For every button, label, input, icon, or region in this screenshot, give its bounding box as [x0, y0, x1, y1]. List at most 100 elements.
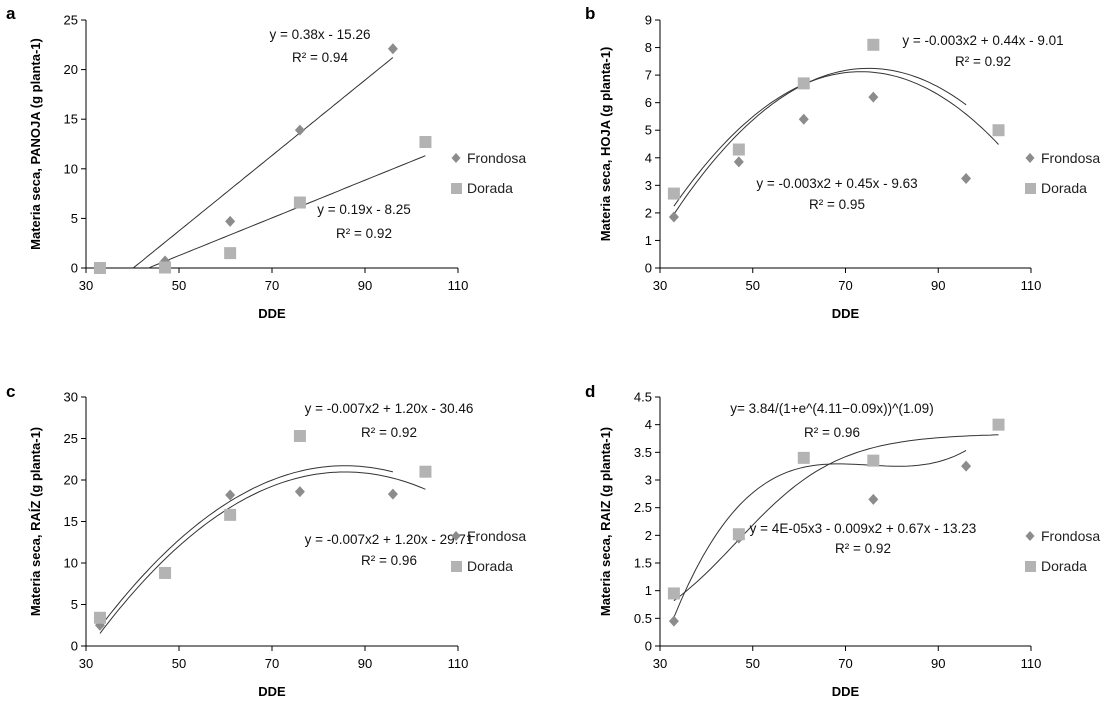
- y-tick-label: 5: [645, 123, 652, 138]
- x-tick-label: 30: [79, 656, 93, 671]
- x-tick-label: 50: [172, 656, 186, 671]
- data-point-dorada: [867, 38, 880, 51]
- trendline-r-squared: R² = 0.92: [336, 226, 392, 241]
- y-tick-label: 9: [645, 13, 652, 28]
- y-tick-label: 0: [71, 261, 78, 276]
- y-tick-label: 10: [64, 556, 78, 571]
- trendline-equation: y = -0.007x2 + 1.20x - 30.46: [305, 401, 474, 416]
- data-point-frondosa: [668, 211, 679, 223]
- trendline-2: [99, 465, 394, 628]
- y-tick-label: 0: [71, 639, 78, 654]
- x-tick-label: 50: [746, 278, 760, 293]
- x-axis-label: DDE: [832, 306, 860, 321]
- data-point-dorada: [293, 430, 306, 443]
- y-tick-label: 7: [645, 68, 652, 83]
- data-point-dorada: [224, 508, 237, 521]
- data-point-dorada: [224, 247, 237, 260]
- trendline-1: [673, 71, 999, 207]
- legend-marker-dorada: [1025, 183, 1036, 194]
- x-tick-label: 70: [265, 278, 279, 293]
- trendline-2: [673, 67, 967, 215]
- x-tick-label: 90: [931, 656, 945, 671]
- y-tick-label: 20: [64, 62, 78, 77]
- panel-b: b 0 1 2 3 4 5 6 7 8 9 30 50 70 90 110 DDE Materia seca, H…: [585, 4, 1100, 321]
- x-tick-label: 30: [653, 656, 667, 671]
- trendline-2: [148, 155, 426, 269]
- legend-label-dorada: Dorada: [1041, 558, 1087, 574]
- y-tick-label: 15: [64, 112, 78, 127]
- legend-marker-frondosa: [451, 531, 461, 541]
- legend-marker-dorada: [451, 183, 462, 194]
- data-point-dorada: [93, 262, 106, 274]
- trendline-r-squared: R² = 0.94: [292, 50, 348, 65]
- data-point-frondosa: [225, 215, 236, 227]
- legend-marker-frondosa: [451, 153, 461, 163]
- data-point-dorada: [667, 587, 680, 600]
- x-axis-label: DDE: [258, 684, 286, 699]
- trendline-equation: y= 3.84/(1+e^(4.11−0.09x))^(1.09): [730, 401, 933, 416]
- data-point-frondosa: [294, 124, 305, 136]
- data-point-frondosa: [868, 91, 879, 103]
- trendline-1: [673, 434, 999, 602]
- y-tick-label: 25: [64, 431, 78, 446]
- legend-marker-frondosa: [1025, 531, 1035, 541]
- data-point-dorada: [992, 124, 1005, 137]
- legend-label-frondosa: Frondosa: [1041, 528, 1100, 544]
- data-point-dorada: [797, 77, 810, 90]
- y-axis-label: Materia seca, PANOJA (g planta-1): [28, 38, 43, 250]
- y-tick-label: 3: [645, 178, 652, 193]
- panel-letter: c: [6, 382, 15, 401]
- data-point-dorada: [419, 465, 432, 478]
- x-tick-label: 110: [1021, 278, 1042, 293]
- data-point-dorada: [419, 136, 432, 149]
- trendline-1: [133, 57, 394, 269]
- legend-label-dorada: Dorada: [1041, 180, 1087, 196]
- y-axis-label: Materia seca, RAÍZ (g planta-1): [28, 427, 43, 616]
- y-tick-label: 10: [64, 161, 78, 176]
- x-tick-label: 50: [746, 656, 760, 671]
- data-point-dorada: [667, 187, 680, 200]
- trendline-equation: y = -0.007x2 + 1.20x - 29.71: [305, 532, 474, 547]
- trendline-r-squared: R² = 0.92: [835, 541, 891, 556]
- x-tick-label: 70: [838, 278, 852, 293]
- y-tick-label: 5: [71, 211, 78, 226]
- data-point-frondosa: [798, 113, 809, 125]
- panel-c: c 0 5 10 15 20 25 30 30 50 70 90 110 DDE Materia seca,…: [6, 382, 526, 699]
- data-point-dorada: [992, 418, 1005, 431]
- y-tick-label: 15: [64, 514, 78, 529]
- data-point-dorada: [93, 611, 106, 624]
- x-axis-label: DDE: [258, 306, 286, 321]
- y-tick-label: 4: [645, 417, 652, 432]
- y-axis-label: Materia seca, RAIZ (g planta-1): [598, 427, 613, 616]
- x-tick-label: 70: [265, 656, 279, 671]
- trendline-equation: y = -0.003x2 + 0.45x - 9.63: [756, 176, 917, 191]
- x-tick-label: 70: [838, 656, 852, 671]
- trendline-equation: y = 0.19x - 8.25: [317, 202, 410, 217]
- y-axis-label: Materia seca, HOJA (g planta-1): [598, 47, 613, 242]
- trendline-2: [673, 449, 967, 618]
- legend-marker-dorada: [451, 561, 462, 572]
- x-tick-label: 90: [358, 278, 372, 293]
- data-point-dorada: [867, 454, 880, 467]
- legend-label-dorada: Dorada: [467, 180, 513, 196]
- trendline-r-squared: R² = 0.95: [809, 197, 865, 212]
- data-point-dorada: [732, 528, 745, 541]
- y-tick-label: 0: [645, 261, 652, 276]
- data-point-frondosa: [668, 615, 679, 627]
- data-point-frondosa: [733, 156, 744, 168]
- x-tick-label: 30: [653, 278, 667, 293]
- y-tick-label: 8: [645, 40, 652, 55]
- legend-marker-frondosa: [1025, 153, 1035, 163]
- trendline-r-squared: R² = 0.92: [955, 54, 1011, 69]
- panel-d: d 0 0.5 1 1.5 2 2.5 3 3.5 4 4.5 30 50 70 90 110 DDE Mater…: [585, 382, 1100, 699]
- x-tick-label: 90: [931, 278, 945, 293]
- data-point-dorada: [159, 566, 172, 579]
- y-tick-label: 20: [64, 473, 78, 488]
- y-tick-label: 3: [645, 473, 652, 488]
- panel-a: a 0 5 10 15 20 25 30 50 70 90 110 DDE Materia seca, P…: [6, 4, 526, 321]
- y-tick-label: 2.5: [634, 500, 652, 515]
- y-tick-label: 3.5: [634, 445, 652, 460]
- y-tick-label: 1: [645, 233, 652, 248]
- x-tick-label: 110: [448, 656, 469, 671]
